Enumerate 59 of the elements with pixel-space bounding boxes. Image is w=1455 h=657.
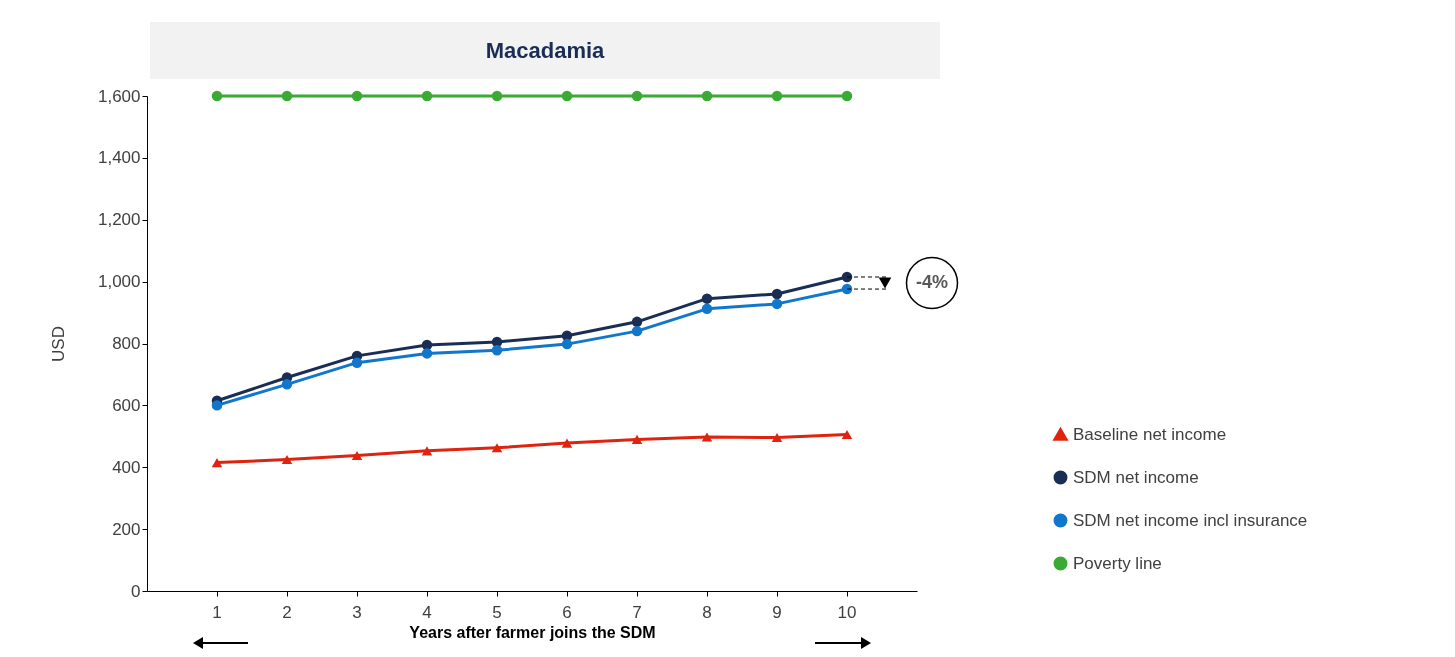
x-tick-label: 3 — [352, 602, 362, 622]
point — [281, 454, 293, 465]
x-tick-label: 10 — [837, 602, 857, 622]
y-axis-title: USD — [48, 326, 68, 362]
x-tick-label: 7 — [632, 602, 642, 622]
x-tick-label: 4 — [422, 602, 432, 622]
legend-label: SDM net income incl insurance — [1073, 510, 1308, 530]
x-tick-label: 9 — [772, 602, 782, 622]
point — [631, 90, 643, 102]
point — [631, 325, 643, 337]
x-tick-label: 8 — [702, 602, 712, 622]
y-tick-label: 1,600 — [97, 86, 141, 106]
point — [631, 434, 643, 444]
point — [561, 338, 573, 350]
point — [701, 303, 713, 315]
legend-label: Poverty line — [1073, 553, 1162, 573]
legend-label: SDM net income — [1073, 467, 1199, 487]
point — [211, 458, 223, 468]
point — [491, 345, 503, 356]
y-tick-label: 800 — [112, 334, 141, 353]
x-tick-label: 6 — [562, 602, 572, 622]
point — [351, 90, 363, 102]
point — [771, 298, 783, 310]
y-tick-label: 1,000 — [97, 272, 141, 292]
point — [211, 90, 223, 102]
legend-label: Baseline net income — [1073, 424, 1227, 444]
point — [771, 433, 783, 443]
point — [841, 429, 853, 439]
point — [771, 90, 783, 102]
x-axis-title: Years after farmer joins the SDM — [409, 623, 656, 641]
point — [281, 379, 293, 390]
x-tick-label: 5 — [492, 602, 502, 622]
y-tick-label: 400 — [112, 457, 141, 477]
point — [421, 446, 433, 456]
y-tick-label: 0 — [131, 581, 141, 601]
point — [631, 316, 643, 328]
annotation: -4% — [915, 272, 949, 293]
point — [351, 357, 363, 368]
point — [771, 288, 783, 300]
point — [211, 400, 223, 411]
x-tick-label: 2 — [282, 602, 292, 622]
y-tick-label: 1,200 — [97, 210, 141, 230]
point — [421, 90, 433, 102]
point — [491, 443, 503, 453]
point — [421, 348, 433, 359]
point — [701, 90, 713, 102]
chart-title: Macadamia — [150, 22, 940, 79]
point — [281, 90, 293, 102]
point — [841, 90, 853, 102]
point — [561, 90, 573, 102]
point — [701, 293, 713, 304]
point — [561, 438, 573, 448]
y-tick-label: 200 — [112, 519, 141, 539]
y-tick-label: 1,400 — [97, 148, 141, 168]
y-tick-label: 600 — [112, 395, 141, 415]
point — [491, 90, 503, 102]
x-tick-label: 1 — [212, 602, 222, 622]
point — [351, 450, 363, 461]
point — [701, 432, 713, 442]
